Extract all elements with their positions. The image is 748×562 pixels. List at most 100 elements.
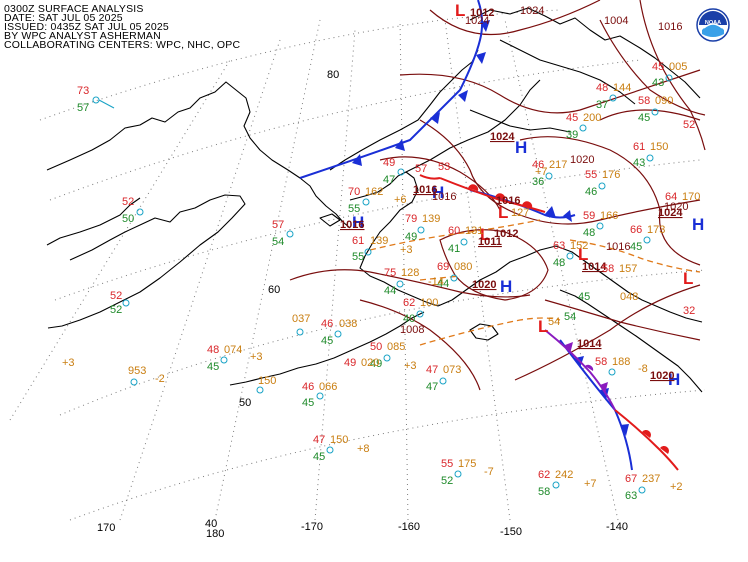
- svg-text:162: 162: [365, 186, 383, 198]
- svg-text:62: 62: [538, 469, 550, 481]
- svg-text:57: 57: [77, 102, 89, 114]
- svg-text:79: 79: [405, 213, 417, 225]
- svg-text:55: 55: [352, 251, 364, 263]
- lon-label: 170: [97, 522, 115, 534]
- svg-text:1004: 1004: [604, 15, 628, 27]
- svg-text:61: 61: [352, 235, 364, 247]
- svg-text:1024: 1024: [465, 15, 489, 27]
- station: 45 048: [578, 291, 638, 303]
- svg-text:54: 54: [548, 316, 560, 328]
- station: 45 39 200: [566, 112, 601, 141]
- aleutian-chain: [229, 311, 425, 386]
- svg-text:173: 173: [647, 224, 665, 236]
- graticule-labels: 80 60 50 40 170 180 -170 -160 -150 -140: [97, 69, 628, 540]
- svg-text:157: 157: [619, 263, 637, 275]
- lon-label: -140: [606, 521, 628, 533]
- svg-text:45: 45: [313, 451, 325, 463]
- svg-text:128: 128: [401, 267, 419, 279]
- svg-text:43: 43: [652, 77, 664, 89]
- low-value: 1011: [478, 236, 502, 248]
- lat-label: 80: [327, 69, 339, 81]
- station: 48 45 074: [207, 344, 242, 373]
- station: 55 52 175: [441, 458, 476, 487]
- high-value: 1020: [472, 279, 496, 291]
- lat-label: 40: [205, 518, 217, 530]
- graticule: [9, 9, 706, 521]
- svg-text:090: 090: [655, 95, 673, 107]
- low-symbol: L: [480, 225, 490, 244]
- svg-text:58: 58: [595, 356, 607, 368]
- svg-text:63: 63: [625, 490, 637, 502]
- station: 58 157: [602, 263, 637, 275]
- svg-text:67: 67: [625, 473, 637, 485]
- svg-text:-7: -7: [484, 466, 494, 478]
- svg-text:127: 127: [511, 207, 529, 219]
- lon-label: -150: [500, 526, 522, 538]
- svg-text:+7: +7: [584, 478, 597, 490]
- svg-text:-14: -14: [428, 276, 444, 288]
- station: 67 63 237: [625, 473, 660, 502]
- station: 69 44 080: [437, 261, 472, 290]
- svg-text:-8: -8: [638, 363, 648, 375]
- svg-text:58: 58: [638, 95, 650, 107]
- pressure-tendencies: +3 +3 -2 +3 +7 +8 -7 +7 +2 -8 +6 +3 -14: [62, 166, 683, 493]
- alaska-north-coast: [329, 49, 479, 171]
- svg-text:46: 46: [321, 318, 333, 330]
- svg-text:188: 188: [612, 356, 630, 368]
- low-value: 1014: [582, 261, 607, 273]
- svg-text:54: 54: [272, 236, 284, 248]
- svg-text:085: 085: [387, 341, 405, 353]
- svg-text:44: 44: [437, 278, 449, 290]
- svg-text:49: 49: [383, 157, 395, 169]
- lat-label: 60: [268, 284, 280, 296]
- svg-text:+7: +7: [535, 166, 548, 178]
- svg-text:200: 200: [583, 112, 601, 124]
- svg-text:037: 037: [292, 313, 310, 325]
- coastlines: [46, 7, 703, 393]
- station: 46 45 038: [321, 318, 357, 347]
- svg-text:59: 59: [583, 210, 595, 222]
- svg-text:49: 49: [370, 358, 382, 370]
- svg-text:100: 100: [420, 297, 438, 309]
- station: 62 40 100: [403, 297, 438, 325]
- svg-text:+3: +3: [400, 244, 413, 256]
- svg-text:45: 45: [566, 112, 578, 124]
- station: 48 37 144: [596, 82, 631, 111]
- svg-text:45: 45: [638, 112, 650, 124]
- svg-text:62: 62: [403, 297, 415, 309]
- high-value: 1016: [340, 219, 364, 231]
- pressure-centers: L 1012 H 1024 H 1016 L 1016 L 1012 H 101…: [340, 1, 704, 389]
- station: 79 49 139: [405, 213, 440, 243]
- high-symbol: H: [692, 215, 704, 234]
- isobar-labels: 1016 1016 1020 1024 1008 1016 1020 1024 …: [400, 5, 688, 336]
- svg-text:+8: +8: [357, 443, 370, 455]
- svg-text:45: 45: [578, 291, 590, 303]
- svg-text:75: 75: [384, 267, 396, 279]
- svg-text:60: 60: [448, 225, 460, 237]
- svg-text:-2: -2: [155, 373, 165, 385]
- svg-text:NOAA: NOAA: [705, 20, 721, 26]
- svg-text:237: 237: [642, 473, 660, 485]
- low-symbol: L: [578, 245, 588, 264]
- header-line-3: ISSUED: 0435Z SAT JUL 05 2025: [4, 21, 169, 33]
- station: 61 55 139: [352, 235, 388, 263]
- high-value: 1020: [650, 370, 674, 382]
- svg-text:48: 48: [207, 344, 219, 356]
- station: 75 44 128: [384, 267, 419, 297]
- low-symbol: H: [352, 213, 364, 232]
- high-value: 1024: [658, 207, 683, 219]
- station: 62 58 242: [538, 469, 573, 498]
- svg-text:40: 40: [403, 313, 415, 325]
- station: 45 43 005: [652, 61, 687, 89]
- noaa-logo: NOAA: [696, 8, 730, 42]
- svg-text:39: 39: [566, 129, 578, 141]
- svg-text:45: 45: [321, 335, 333, 347]
- svg-text:131: 131: [465, 225, 483, 237]
- station: 54 54: [548, 311, 576, 328]
- svg-text:55: 55: [585, 169, 597, 181]
- svg-text:47: 47: [313, 434, 325, 446]
